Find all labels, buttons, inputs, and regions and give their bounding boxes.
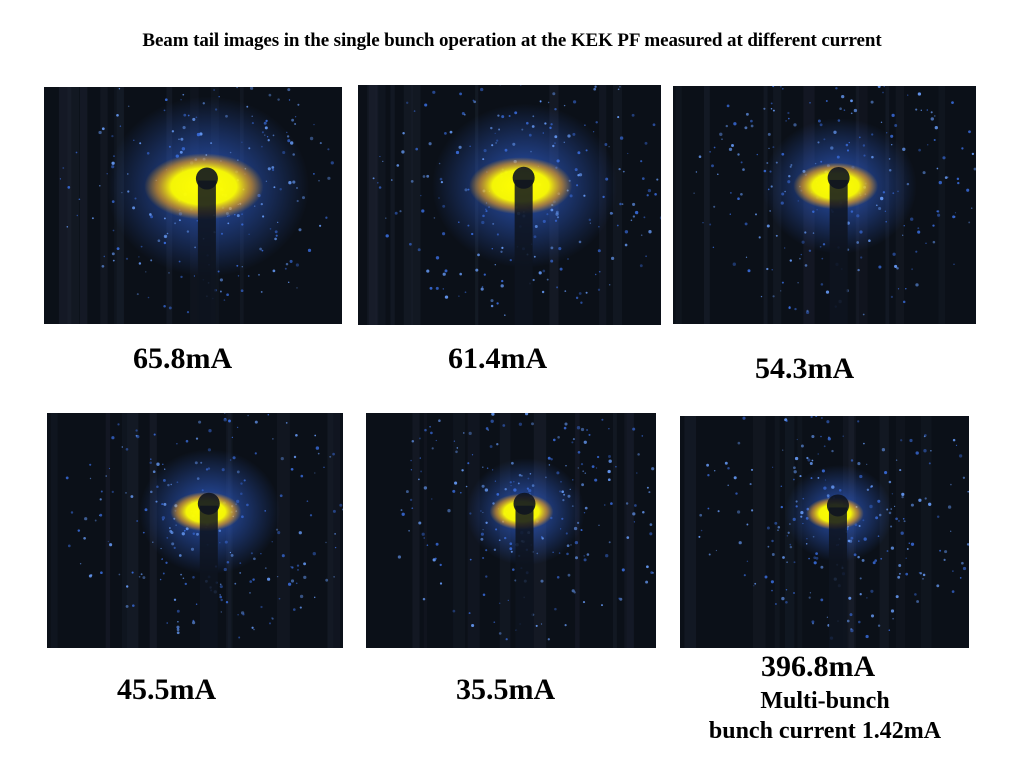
current-label: 65.8mA <box>133 342 233 375</box>
beam-image-panel <box>358 85 661 325</box>
current-label: 61.4mA <box>448 342 548 375</box>
beam-image <box>50 413 343 648</box>
beam-image-panel <box>366 413 656 648</box>
current-label: 396.8mA <box>761 650 876 683</box>
beam-image <box>684 416 969 648</box>
beam-image <box>367 85 661 325</box>
bunch-current-label: bunch current 1.42mA <box>708 718 942 744</box>
current-label: 54.3mA <box>755 352 855 385</box>
current-label: 35.5mA <box>456 673 556 706</box>
beam-image <box>397 413 655 648</box>
beam-image-panel <box>680 416 969 648</box>
beam-image <box>675 86 976 324</box>
current-label: 45.5mA <box>117 673 217 706</box>
multibunch-label: Multi-bunch <box>760 688 890 714</box>
page-title: Beam tail images in the single bunch ope… <box>142 30 882 51</box>
beam-image-panel <box>44 87 342 324</box>
beam-image-panel <box>673 86 976 324</box>
beam-image <box>58 87 334 324</box>
beam-image-panel <box>47 413 343 648</box>
